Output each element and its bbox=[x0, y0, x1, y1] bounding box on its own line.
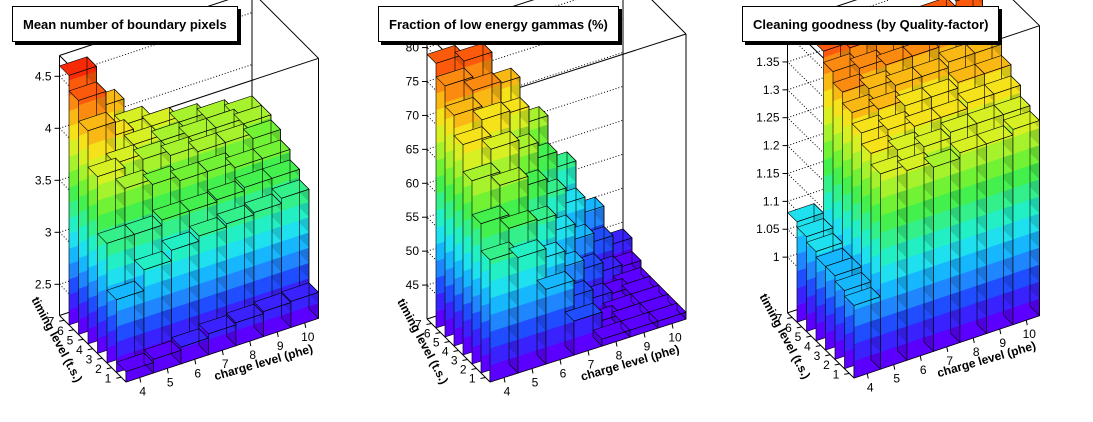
bar bbox=[170, 327, 210, 365]
x-tick-label: 5 bbox=[893, 372, 900, 386]
y-tick-label: 5 bbox=[433, 336, 440, 350]
bar bbox=[976, 124, 1014, 334]
z-axis: 11.051.11.151.21.251.31.351.4 bbox=[756, 27, 788, 264]
y-tick-label: 5 bbox=[67, 333, 74, 347]
bar bbox=[115, 352, 155, 383]
bars bbox=[58, 56, 320, 383]
y-tick-label: 7 bbox=[48, 314, 55, 328]
z-tick-label: 1.25 bbox=[756, 111, 780, 125]
chart-title: Fraction of low energy gammas (%) bbox=[378, 6, 619, 42]
y-tick-label: 4 bbox=[76, 343, 83, 357]
y-tick-label: 5 bbox=[795, 330, 802, 344]
x-tick-label: 6 bbox=[194, 366, 201, 380]
z-tick-label: 70 bbox=[406, 108, 420, 122]
bar bbox=[253, 292, 292, 337]
lego-plot: 11.051.11.151.21.251.31.351.445678910cha… bbox=[756, 0, 1041, 395]
bar bbox=[188, 216, 228, 346]
y-tick-label: 1 bbox=[833, 367, 840, 381]
y-tick-label: 2 bbox=[460, 363, 467, 377]
y-tick-label: 3 bbox=[814, 349, 821, 363]
bar bbox=[508, 238, 547, 374]
bar bbox=[870, 154, 908, 370]
x-tick-label: 4 bbox=[867, 381, 874, 395]
y-tick-label: 1 bbox=[469, 372, 476, 386]
x-tick-label: 4 bbox=[139, 384, 146, 398]
z-tick-label: 3 bbox=[45, 225, 52, 239]
bar bbox=[480, 241, 519, 383]
x-tick-label: 7 bbox=[222, 357, 229, 371]
x-tick-label: 9 bbox=[277, 339, 284, 353]
x-tick-label: 7 bbox=[588, 358, 595, 372]
x-tick-label: 6 bbox=[920, 363, 927, 377]
bar bbox=[923, 148, 961, 352]
z-tick-label: 2.5 bbox=[35, 277, 52, 291]
panel-low-energy-gammas: 45 50 55 60 65 70 75 80 4 5 6 7 8 9 10 charge level (ph… bbox=[364, 0, 728, 422]
y-tick-label: 6 bbox=[785, 321, 792, 335]
y-tick-label: 7 bbox=[776, 312, 783, 326]
x-tick-label: 8 bbox=[249, 348, 256, 362]
bar bbox=[225, 303, 265, 347]
x-tick-label: 8 bbox=[616, 349, 623, 363]
x-tick-label: 9 bbox=[999, 336, 1006, 350]
y-tick-label: 6 bbox=[57, 324, 64, 338]
y-tick-label: 4 bbox=[442, 345, 449, 359]
z-tick-label: 4 bbox=[45, 121, 52, 135]
panel-boundary-pixels: 2.5 3 3.5 4 4.5 4 5 6 7 8 9 10 charge level (phe) 1 2 3… bbox=[0, 0, 364, 422]
y-tick-label: 3 bbox=[451, 354, 458, 368]
bar bbox=[1002, 110, 1041, 326]
y-tick-label: 1 bbox=[105, 371, 112, 385]
x-tick-label: 6 bbox=[560, 367, 567, 381]
x-tick-label: 8 bbox=[973, 345, 980, 359]
chart-title: Cleaning goodness (by Quality-factor) bbox=[742, 6, 1000, 42]
z-tick-label: 45 bbox=[406, 278, 420, 292]
y-tick-label: 3 bbox=[86, 352, 93, 366]
bar bbox=[843, 286, 882, 379]
z-tick-label: 1.05 bbox=[756, 222, 780, 236]
x-tick-label: 5 bbox=[532, 376, 539, 390]
bar bbox=[949, 133, 988, 343]
bar bbox=[648, 302, 687, 329]
bar bbox=[280, 282, 320, 328]
x-tick-label: 10 bbox=[1023, 327, 1037, 341]
z-axis: 45 50 55 60 65 70 75 80 bbox=[406, 41, 427, 292]
y-tick-label: 2 bbox=[95, 362, 102, 376]
x-tick-label: 10 bbox=[668, 331, 682, 345]
z-tick-label: 1.35 bbox=[756, 55, 780, 69]
z-tick-label: 80 bbox=[406, 41, 420, 55]
y-tick-label: 7 bbox=[415, 318, 422, 332]
x-tick-label: 10 bbox=[301, 330, 315, 344]
bars bbox=[426, 42, 687, 383]
z-tick-label: 1.2 bbox=[763, 139, 780, 153]
z-tick-label: 75 bbox=[406, 75, 420, 89]
y-tick-label: 2 bbox=[823, 358, 830, 372]
z-tick-label: 65 bbox=[406, 142, 420, 156]
z-axis: 2.5 3 3.5 4 4.5 bbox=[35, 69, 60, 291]
bar bbox=[592, 320, 631, 347]
panel-cleaning-goodness: 11.051.11.151.21.251.31.351.445678910cha… bbox=[728, 0, 1092, 422]
z-tick-label: 4.5 bbox=[35, 69, 52, 83]
z-tick-label: 1.15 bbox=[756, 166, 780, 180]
x-tick-label: 5 bbox=[167, 375, 174, 389]
z-tick-label: 1.3 bbox=[763, 83, 780, 97]
z-tick-label: 3.5 bbox=[35, 173, 52, 187]
y-tick-label: 4 bbox=[804, 339, 811, 353]
bars bbox=[786, 0, 1041, 379]
chart-title: Mean number of boundary pixels bbox=[12, 6, 238, 42]
x-tick-label: 4 bbox=[504, 385, 511, 399]
x-tick-label: 7 bbox=[946, 354, 953, 368]
z-tick-label: 1 bbox=[773, 250, 780, 264]
y-tick-label: 6 bbox=[424, 327, 431, 341]
z-tick-label: 55 bbox=[406, 210, 420, 224]
z-tick-label: 60 bbox=[406, 176, 420, 190]
bar bbox=[620, 311, 659, 338]
z-tick-label: 50 bbox=[406, 244, 420, 258]
x-tick-label: 9 bbox=[644, 340, 651, 354]
z-tick-label: 1.1 bbox=[763, 194, 780, 208]
